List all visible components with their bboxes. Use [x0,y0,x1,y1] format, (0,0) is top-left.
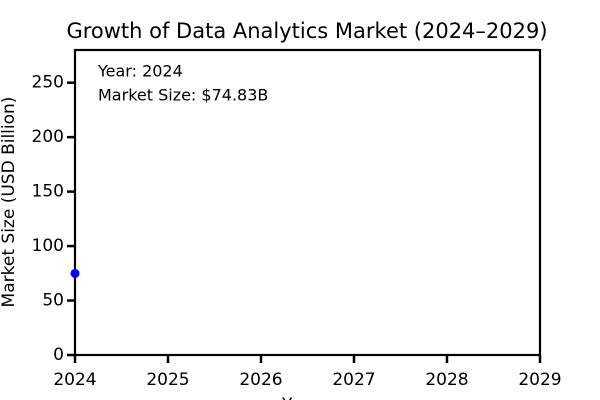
x-tick-label: 2027 [332,370,375,390]
y-tick-label: 100 [32,236,64,256]
y-tick-label: 250 [32,73,64,93]
y-tick-label: 150 [32,182,64,202]
x-tick-label: 2025 [146,370,189,390]
x-tick-label: 2024 [53,370,96,390]
plot-frame [73,48,542,357]
chart-title: Growth of Data Analytics Market (2024–20… [66,19,547,43]
data-point [70,268,80,278]
y-tick-label: 200 [32,127,64,147]
x-tick-label: 2029 [518,370,561,390]
x-tick-label: 2028 [425,370,468,390]
y-axis-label: Market Size (USD Billion) [0,97,19,308]
x-tick-label: 2026 [239,370,282,390]
y-tick-label: 50 [42,291,64,311]
annotation: Market Size: $74.83B [98,86,268,105]
annotation: Year: 2024 [97,62,183,81]
x-axis-label: Year [281,395,318,400]
y-tick-label: 0 [53,345,64,365]
